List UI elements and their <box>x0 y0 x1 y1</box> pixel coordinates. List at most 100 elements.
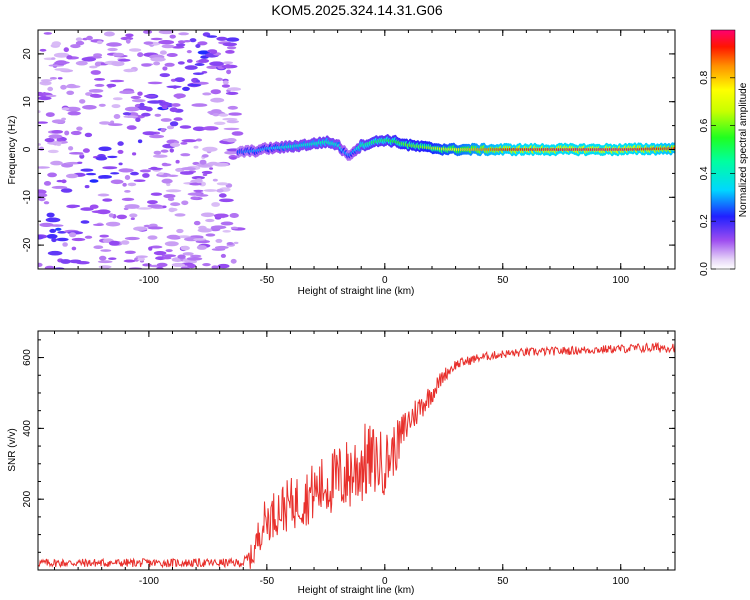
noise-blob <box>81 57 97 62</box>
noise-blob <box>117 141 124 146</box>
colorbar: 0.0 0.2 0.4 0.6 0.8 Normalized spectral ampl… <box>699 29 749 276</box>
noise-blob <box>120 240 130 245</box>
noise-blob <box>221 84 230 88</box>
colorbar-gradient <box>711 30 735 269</box>
noise-blob <box>158 40 175 45</box>
noise-blob <box>40 79 53 82</box>
noise-blob <box>105 221 121 227</box>
noise-blob <box>191 176 205 180</box>
noise-blob <box>193 145 199 149</box>
y-tick-label: -20 <box>22 237 33 252</box>
noise-blob <box>124 175 131 180</box>
noise-blob <box>233 241 239 245</box>
noise-blob <box>186 50 192 54</box>
noise-blob <box>147 226 164 230</box>
noise-blob <box>190 196 199 200</box>
noise-blob <box>82 105 97 110</box>
noise-blob <box>60 259 71 264</box>
noise-blob <box>38 196 46 202</box>
noise-blob <box>153 150 162 155</box>
noise-blob <box>102 198 113 202</box>
noise-blob <box>189 182 202 186</box>
noise-blob <box>202 92 212 96</box>
noise-blob <box>49 228 57 233</box>
spectrogram-x-label: Height of straight line (km) <box>298 286 415 297</box>
noise-blob <box>123 115 139 118</box>
noise-blob <box>195 239 210 244</box>
noise-blob <box>100 249 112 252</box>
noise-blob <box>123 259 136 263</box>
noise-blob <box>186 59 193 63</box>
noise-blob <box>48 134 63 139</box>
snr-x-ticks: -100 -50 0 50 100 <box>54 331 669 587</box>
noise-blob <box>54 61 70 64</box>
noise-blob <box>130 217 135 220</box>
noise-blob <box>44 265 55 269</box>
noise-blob <box>66 173 79 179</box>
noise-blob <box>46 212 55 218</box>
noise-blob <box>84 185 90 189</box>
noise-blob <box>38 262 43 267</box>
noise-blob <box>147 235 158 240</box>
noise-blob <box>89 65 98 69</box>
snr-data <box>38 341 675 569</box>
x-tick-label: -100 <box>139 576 159 587</box>
noise-blob <box>187 192 202 196</box>
noise-blob <box>122 182 127 187</box>
noise-blob <box>66 90 75 96</box>
noise-blob <box>186 257 203 261</box>
noise-blob <box>143 94 157 98</box>
noise-blob <box>131 99 146 103</box>
noise-blob <box>166 85 182 89</box>
noise-blob <box>38 121 48 124</box>
noise-blob <box>196 245 207 250</box>
noise-blob <box>82 148 90 153</box>
noise-blob <box>51 57 56 60</box>
noise-blob <box>149 134 165 139</box>
noise-blob <box>142 173 150 178</box>
noise-blob <box>70 130 82 136</box>
noise-blob <box>169 34 176 39</box>
noise-blob <box>56 237 69 242</box>
x-tick-label: 50 <box>497 275 509 286</box>
noise-blob <box>165 189 182 193</box>
noise-blob <box>210 97 225 103</box>
noise-blob <box>85 172 97 176</box>
snr-y-ticks: 200 400 600 <box>22 339 675 571</box>
noise-blob <box>129 213 138 218</box>
noise-blob <box>47 250 63 256</box>
noise-blob <box>201 154 209 158</box>
noise-blob <box>75 60 88 66</box>
noise-blob <box>66 55 73 60</box>
noise-blob <box>165 249 173 253</box>
noise-blob <box>230 258 237 264</box>
noise-blob <box>156 262 168 267</box>
noise-blob <box>98 265 112 269</box>
noise-blob <box>164 62 175 67</box>
noise-blob <box>97 193 110 197</box>
noise-blob <box>99 121 111 125</box>
noise-blob <box>162 66 168 71</box>
noise-blob <box>49 77 58 80</box>
noise-blob <box>139 102 145 107</box>
noise-blob <box>203 189 218 192</box>
noise-blob <box>168 207 176 213</box>
noise-blob <box>153 61 161 66</box>
noise-blob <box>47 149 59 154</box>
noise-blob <box>169 142 181 147</box>
noise-blob <box>84 132 93 138</box>
noise-blob <box>45 112 55 117</box>
noise-blob <box>124 190 131 193</box>
noise-blob <box>196 163 211 167</box>
x-tick-label: 100 <box>612 576 629 587</box>
noise-blob <box>213 121 226 126</box>
noise-blob <box>38 96 52 101</box>
colorbar-tick-label: 0.2 <box>699 214 710 228</box>
noise-blob <box>220 221 234 226</box>
noise-blob <box>116 214 128 220</box>
noise-blob <box>192 72 204 75</box>
noise-blob <box>89 93 101 98</box>
noise-blob <box>67 111 81 116</box>
noise-blob <box>143 30 153 34</box>
